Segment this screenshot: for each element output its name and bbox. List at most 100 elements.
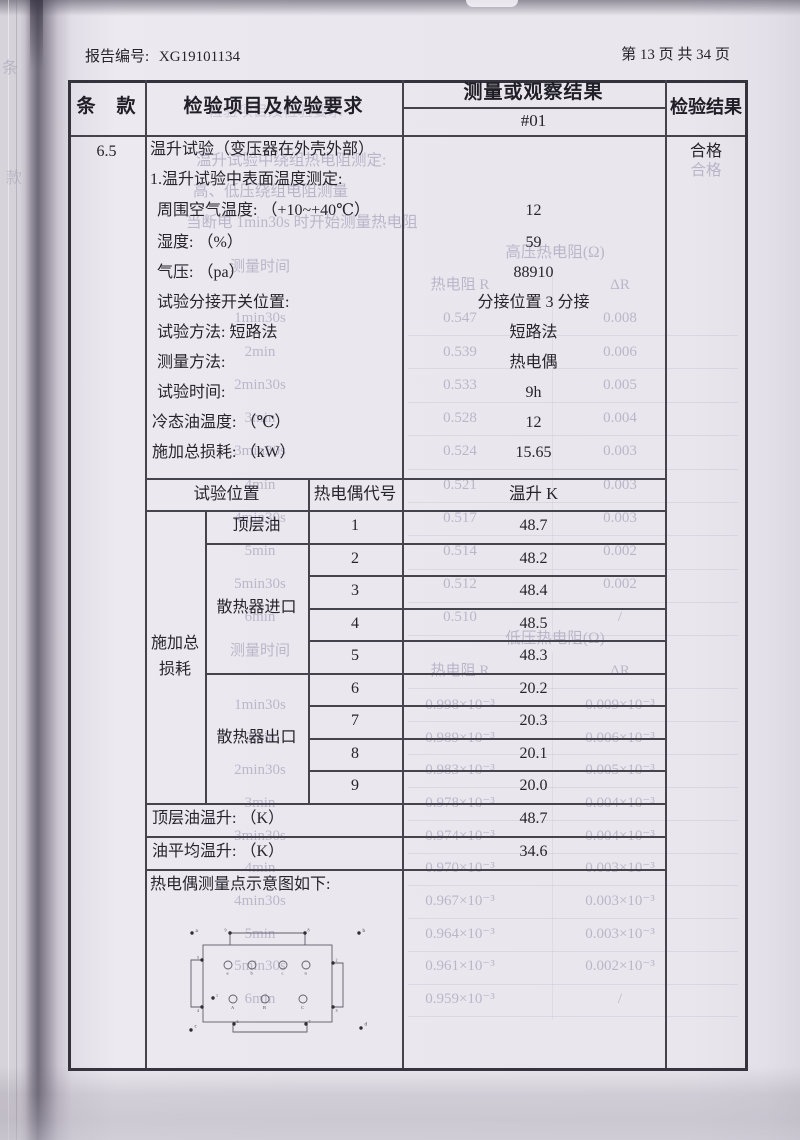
tc-point-6-dot — [232, 1022, 236, 1026]
ghost-cell: 5min — [244, 926, 276, 942]
ghost-cell: 0.003×10⁻³ — [585, 926, 655, 942]
location-radiator-inlet: 散热器进口 — [216, 599, 297, 616]
ghost-cell: 0.510 — [443, 609, 477, 625]
tank-outline — [202, 944, 333, 1023]
col-header-result: 测量或观察结果 — [463, 82, 604, 103]
terminal-label: A — [231, 1005, 235, 1010]
left-radiator-bracket — [190, 959, 203, 1008]
ghost-cell: 0.003 — [603, 510, 637, 526]
col-header-clause: 条 款 — [76, 96, 137, 117]
section-title: 温升试验（变压器在外壳外部） — [150, 141, 375, 158]
ghost-cell: / — [617, 609, 623, 625]
tc-rise: 48.7 — [519, 517, 548, 534]
tc-code: 4 — [351, 615, 359, 632]
param-label: 周围空气温度: （+10~+40℃） — [157, 202, 371, 219]
ghost-label: 测量时间 — [229, 259, 290, 275]
ghost-cell: 0.528 — [443, 410, 477, 426]
tc-point-1-dot — [211, 996, 215, 1000]
ghost-cell: 3min30s — [234, 443, 286, 459]
tc-code: 7 — [351, 712, 359, 729]
page-curl-notch — [466, 0, 518, 7]
terminal-label: C — [301, 1005, 304, 1010]
verdict-value: 合格 — [689, 143, 722, 160]
tc-code: 5 — [351, 647, 359, 664]
ghost-cell: 3min — [244, 410, 276, 426]
point-number: 4 — [197, 1008, 199, 1013]
ghost-cell: 0.959×10⁻³ — [425, 991, 495, 1007]
top-radiator-bracket — [229, 932, 306, 945]
tc-code: 6 — [351, 680, 359, 697]
ghost-cell: 0.533 — [443, 377, 477, 393]
ghost-text: 合格 — [690, 162, 722, 179]
point-number: 7 — [309, 1019, 311, 1024]
report-number-value: XG19101134 — [158, 49, 241, 65]
param-label: 施加总损耗: （kW） — [152, 444, 296, 461]
ghost-cell: 0.961×10⁻³ — [425, 958, 495, 974]
point-number: 1 — [216, 993, 218, 998]
bushing-B — [260, 994, 270, 1004]
clause-number: 6.5 — [96, 143, 117, 160]
span-label-applied-loss: 损耗 — [158, 661, 191, 678]
report-number-line: 报告编号: XG19101134 — [85, 46, 240, 68]
ghost-cell: 0.517 — [443, 510, 477, 526]
bottom-radiator-bracket — [232, 1022, 308, 1033]
param-value: 热电偶 — [509, 354, 558, 371]
binding-shadow — [30, 0, 43, 70]
location-radiator-outlet: 散热器出口 — [216, 729, 297, 746]
tc-point-4-dot — [200, 1005, 204, 1009]
tc-code: 2 — [351, 550, 359, 567]
ghost-label: ΔR — [610, 663, 630, 679]
ghost-cell: 0.964×10⁻³ — [425, 926, 495, 942]
tc-code: 9 — [351, 777, 359, 794]
ghost-cell: 0.002×10⁻³ — [585, 958, 655, 974]
tc-point-9-dot — [228, 931, 232, 935]
ghost-cell: 6min — [244, 991, 276, 1007]
ghost-cell: 0.512 — [443, 576, 477, 592]
point-number: 5 — [197, 955, 199, 960]
corner-dot-c — [189, 1028, 193, 1032]
summary-label: 油平均温升: （K） — [152, 843, 285, 860]
tc-rise: 48.4 — [519, 582, 548, 599]
tc-code: 3 — [351, 582, 359, 599]
ghost-text: 检验项目及检验要求 — [208, 104, 344, 120]
page-edge-highlight — [8, 0, 9, 1140]
ghost-cell: 0.004 — [603, 410, 637, 426]
ghost-text: 温升试验中绕组热电阻测定: — [196, 152, 387, 169]
ghost-cell: 0.005 — [603, 377, 637, 393]
section-subtitle: 1.温升试验中表面温度测定: — [150, 171, 343, 188]
tc-rise: 20.3 — [519, 712, 548, 729]
param-value: 分接位置 3 分接 — [477, 294, 590, 311]
corner-label: a — [196, 929, 199, 934]
ghost-cell: 2min30s — [234, 377, 286, 393]
inner-header-position: 试验位置 — [193, 484, 260, 503]
param-value: 15.65 — [515, 444, 552, 461]
ghost-cell: 5min — [244, 543, 276, 559]
corner-dot-a — [190, 931, 194, 935]
param-label: 测量方法: — [157, 354, 226, 371]
ghost-cell: 0.006 — [603, 344, 637, 360]
tc-point-2-dot — [331, 961, 335, 965]
col-header-item: 检验项目及检验要求 — [183, 96, 364, 117]
bushing-b — [247, 960, 257, 970]
ghost-cell: 4min — [244, 860, 276, 876]
ghost-cell: 0.002 — [603, 543, 637, 559]
point-number: 8 — [308, 928, 310, 933]
ghost-lv-title: 低压热电阻(Ω) — [505, 630, 605, 647]
corner-dot-d — [359, 1026, 363, 1030]
ghost-label: 热电阻 R — [430, 277, 490, 293]
col-header-verdict: 检验结果 — [670, 97, 742, 117]
edge-ghost-glyph: 款 — [6, 170, 23, 187]
ghost-label: 热电阻 R — [430, 663, 490, 679]
ghost-cell: 2min — [244, 730, 276, 746]
diagram-caption: 热电偶测量点示意图如下: — [150, 876, 331, 893]
corner-label: c — [195, 1025, 198, 1030]
right-radiator-bracket — [332, 962, 344, 1008]
summary-value: 34.6 — [519, 843, 548, 860]
ghost-cell: 0.003 — [603, 443, 637, 459]
ghost-cell: 0.524 — [443, 443, 477, 459]
ghost-cell: 0.521 — [443, 477, 477, 493]
param-label: 气压: （pa） — [157, 264, 245, 281]
terminal-label: b — [251, 971, 254, 976]
tc-code: 1 — [351, 517, 359, 534]
